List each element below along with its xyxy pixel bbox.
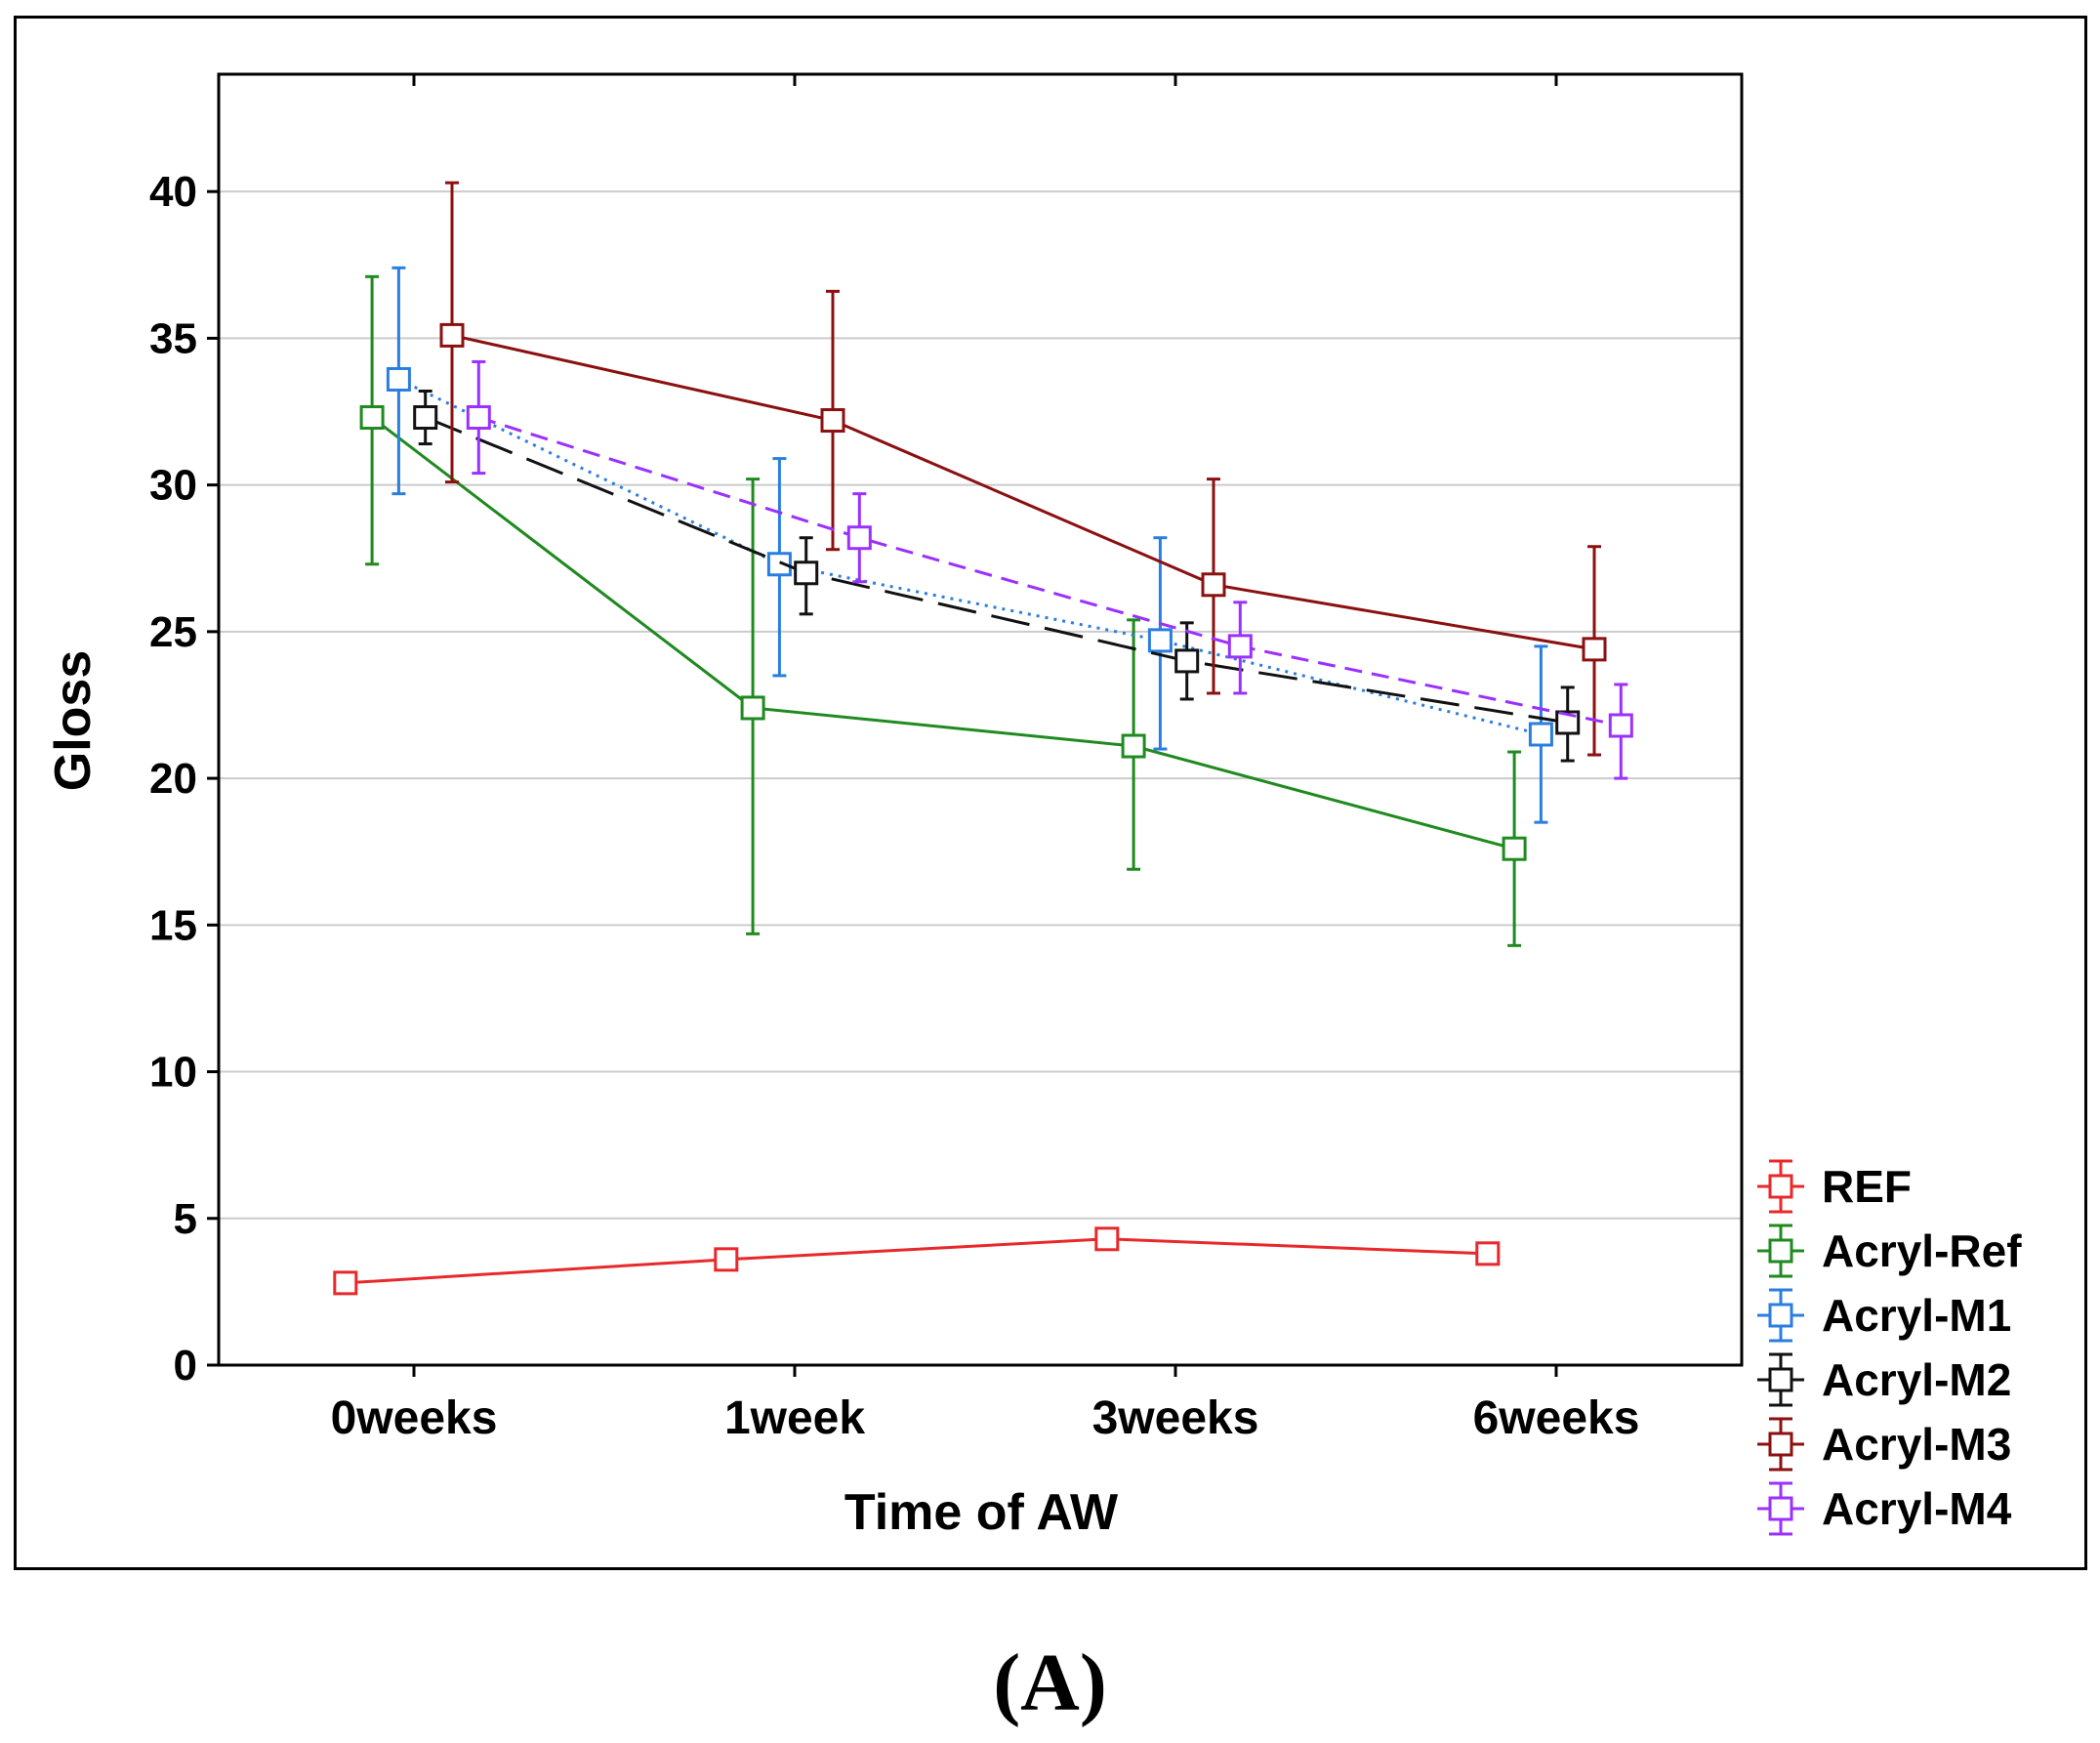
series-acryl-m1: [386, 266, 1553, 824]
x-axis-title: Time of AW: [844, 1484, 1119, 1541]
legend-marker: [1768, 1238, 1793, 1264]
data-point: [439, 322, 465, 348]
y-tick-label: 0: [174, 1342, 197, 1390]
data-point: [1201, 572, 1226, 598]
data-point: [1121, 733, 1146, 759]
data-point: [766, 552, 792, 577]
data-point: [846, 525, 872, 551]
y-tick-label: 15: [149, 901, 197, 949]
x-tick-label: 3weeks: [1092, 1392, 1259, 1444]
series-acryl-ref: [359, 274, 1527, 947]
legend: REF Acryl-Ref Acryl-M1 Acryl-M2 Acryl-M3 Acry…: [1757, 1159, 2022, 1536]
series-line: [371, 416, 1515, 851]
y-tick-label: 30: [149, 462, 197, 510]
legend-label: Acryl-M2: [1822, 1354, 2011, 1405]
x-tick-label: 0weeks: [331, 1392, 498, 1444]
data-point: [1555, 710, 1581, 735]
legend-label: Acryl-M1: [1822, 1290, 2011, 1341]
y-tick-label: 25: [149, 608, 197, 656]
data-point: [794, 560, 819, 586]
legend-marker: [1768, 1496, 1793, 1521]
data-point: [1174, 648, 1200, 674]
data-point: [1475, 1241, 1501, 1266]
data-point: [333, 1270, 358, 1296]
data-point: [1608, 713, 1633, 738]
data-point: [413, 405, 438, 431]
series-line: [345, 1237, 1488, 1285]
legend-label: Acryl-Ref: [1822, 1225, 2022, 1276]
y-tick-label: 35: [149, 314, 197, 362]
series-layer: [333, 181, 1633, 1296]
data-point: [1502, 836, 1527, 861]
legend-item: Acryl-M4: [1757, 1481, 2012, 1536]
series-line: [397, 378, 1542, 736]
plot-area: [217, 72, 1744, 1367]
data-point: [359, 405, 385, 431]
legend-label: REF: [1822, 1161, 1912, 1212]
legend-item: Acryl-M2: [1757, 1352, 2011, 1407]
series-acryl-m2: [413, 389, 1581, 763]
data-point: [1528, 722, 1553, 747]
series-ref: [333, 1226, 1501, 1296]
y-tick-label: 5: [174, 1195, 197, 1243]
data-point: [1094, 1226, 1120, 1252]
data-point: [1582, 637, 1607, 662]
data-point: [714, 1247, 739, 1272]
legend-marker: [1768, 1303, 1793, 1328]
data-point: [466, 405, 491, 431]
data-point: [1147, 628, 1173, 653]
legend-item: Acryl-M1: [1757, 1288, 2011, 1343]
legend-item: Acryl-M3: [1757, 1417, 2011, 1472]
legend-marker: [1768, 1367, 1793, 1392]
data-point: [1227, 634, 1253, 659]
x-tick-label: 1week: [724, 1392, 865, 1444]
panel-label: (A): [993, 1638, 1107, 1728]
legend-marker: [1768, 1432, 1793, 1457]
y-tick-label: 10: [149, 1049, 197, 1097]
series-line: [451, 333, 1595, 651]
series-line: [477, 416, 1622, 727]
series-acryl-m3: [439, 181, 1607, 757]
legend-label: Acryl-M4: [1822, 1483, 2012, 1534]
data-point: [820, 408, 845, 434]
legend-item: REF: [1757, 1159, 1912, 1214]
legend-item: Acryl-Ref: [1757, 1224, 2022, 1278]
y-axis-title: Gloss: [45, 650, 102, 792]
legend-label: Acryl-M3: [1822, 1419, 2011, 1470]
data-point: [740, 695, 765, 721]
series-acryl-m4: [466, 359, 1633, 780]
axis-ticks: 0 5 10 15 20 25 30 35 40 0weeks 1week 3weeks 6weeks: [149, 74, 1639, 1444]
x-tick-label: 6weeks: [1473, 1392, 1640, 1444]
y-tick-label: 40: [149, 168, 197, 216]
data-point: [386, 366, 411, 392]
series-line: [425, 416, 1568, 725]
legend-marker: [1768, 1174, 1793, 1199]
y-tick-label: 20: [149, 755, 197, 803]
